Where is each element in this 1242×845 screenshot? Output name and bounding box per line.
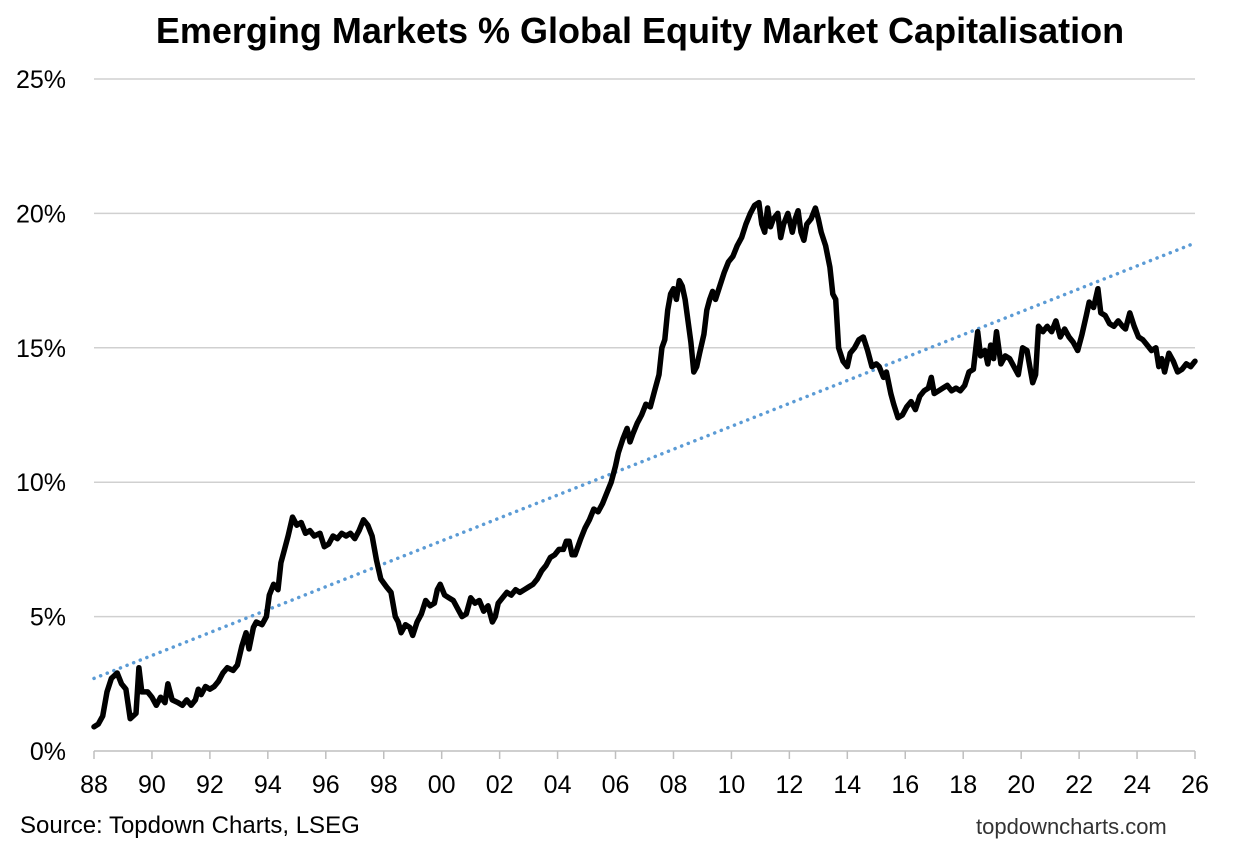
x-tick-label: 22: [1065, 771, 1093, 799]
x-tick-label: 98: [370, 771, 398, 799]
y-axis-ticks: 0% 5% 10% 15% 20% 25%: [16, 66, 66, 766]
series-line: [91, 199, 1198, 730]
y-tick-label: 25%: [16, 66, 66, 94]
x-tick-label: 90: [138, 771, 166, 799]
x-tick-label: 16: [891, 771, 919, 799]
gridlines: [94, 78, 1195, 618]
x-tick-label: 18: [949, 771, 977, 799]
x-tick-label: 88: [80, 771, 108, 799]
x-tick-label: 20: [1007, 771, 1035, 799]
y-tick-label: 5%: [30, 604, 66, 632]
x-tick-label: 00: [428, 771, 456, 799]
x-tick-label: 10: [718, 771, 746, 799]
chart-title: Emerging Markets % Global Equity Market …: [155, 10, 1125, 51]
source-note: Source: Topdown Charts, LSEG: [20, 812, 360, 839]
x-tick-label: 12: [775, 771, 803, 799]
x-tick-label: 08: [660, 771, 688, 799]
x-tick-label: 96: [312, 771, 340, 799]
y-tick-label: 15%: [16, 335, 66, 363]
x-tick-label: 24: [1123, 771, 1151, 799]
watermark: topdowncharts.com: [976, 814, 1167, 839]
axes: [93, 750, 1196, 759]
y-tick-label: 20%: [16, 200, 66, 228]
x-tick-label: 06: [602, 771, 630, 799]
series-layer: [91, 199, 1198, 730]
y-tick-label: 10%: [16, 469, 66, 497]
trend-line: [92, 241, 1197, 681]
x-tick-label: 02: [486, 771, 514, 799]
x-axis-ticks: 88 90 92 94 96 98 00 02 04 06 08 10 12 14 16 18 20 22 24 26: [80, 771, 1209, 799]
x-tick-label: 94: [254, 771, 282, 799]
x-tick-label: 14: [833, 771, 861, 799]
x-tick-label: 04: [544, 771, 572, 799]
x-tick-label: 92: [196, 771, 224, 799]
x-tick-label: 26: [1181, 771, 1209, 799]
y-tick-label: 0%: [30, 738, 66, 766]
